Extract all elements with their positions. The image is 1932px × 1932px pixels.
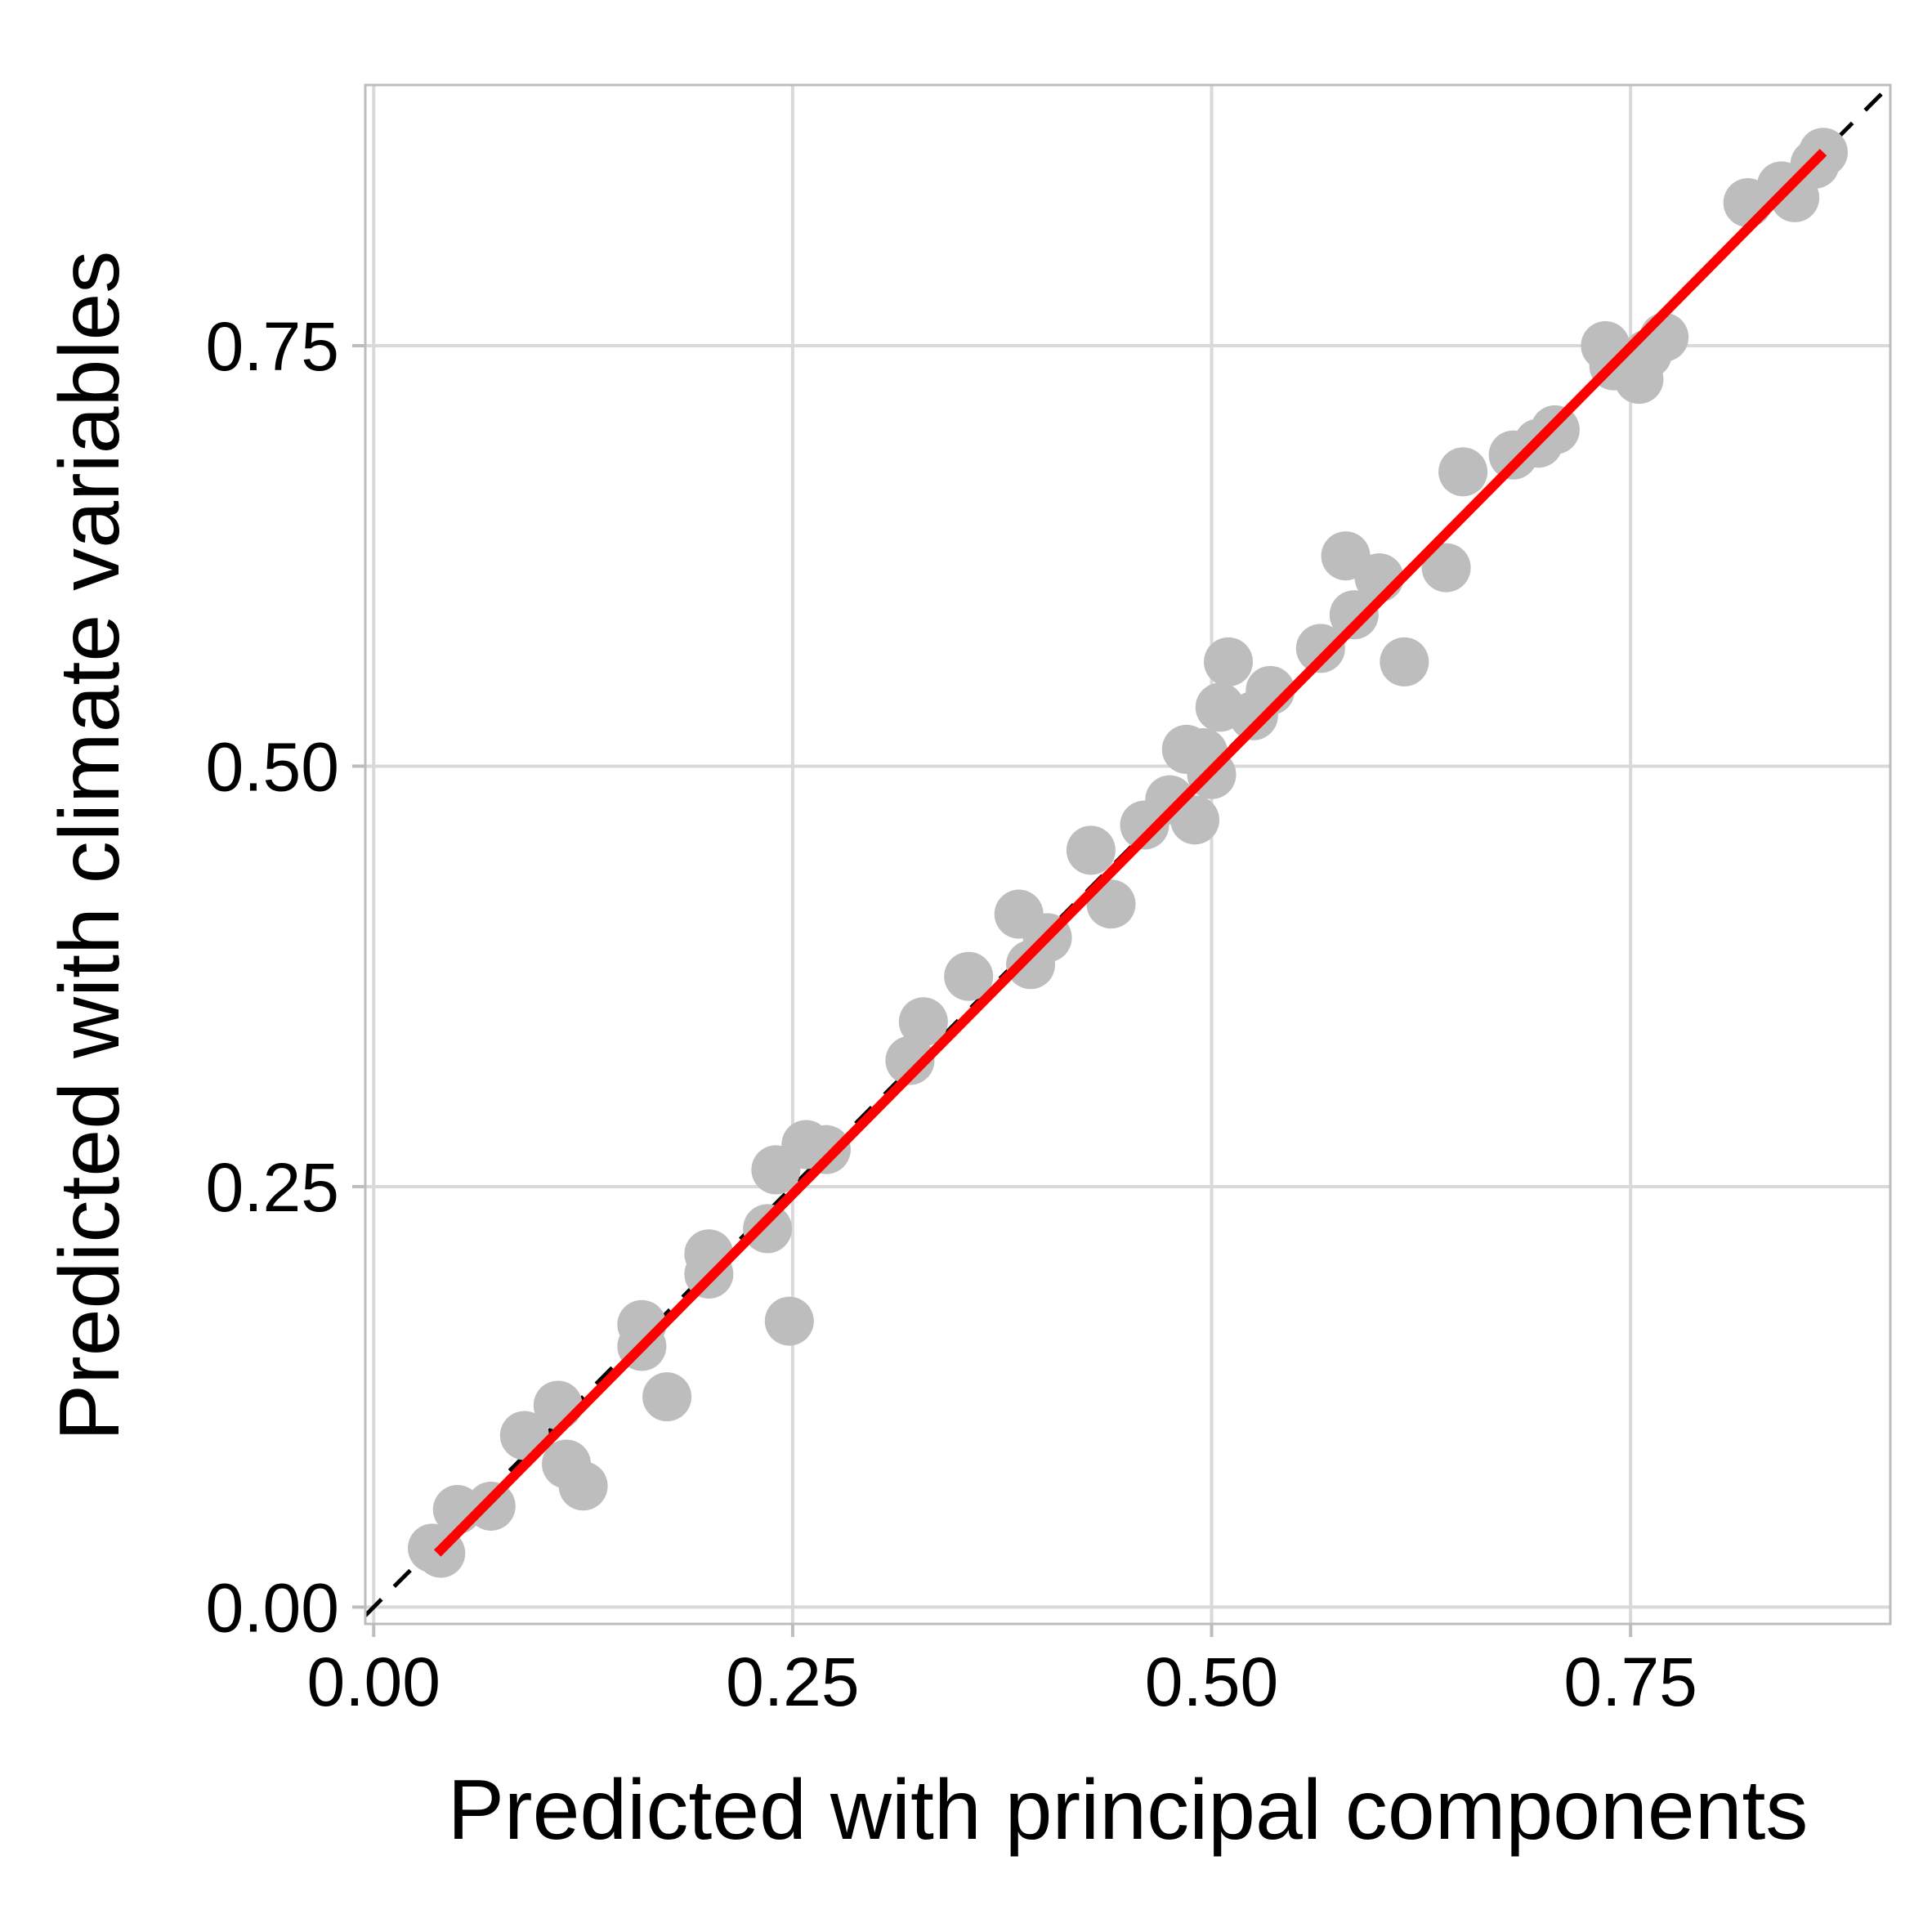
fit-line bbox=[433, 149, 1827, 1557]
y-tick-label: 0.75 bbox=[206, 308, 340, 385]
x-axis-ticks: 0.00 0.25 0.50 0.75 bbox=[307, 1624, 1697, 1720]
y-axis-title: Predicted with climate variables bbox=[42, 251, 137, 1442]
y-tick-label: 0.25 bbox=[206, 1149, 340, 1226]
data-point bbox=[801, 1125, 851, 1174]
data-point bbox=[1204, 637, 1254, 686]
data-point bbox=[764, 1296, 814, 1346]
data-point bbox=[1438, 447, 1488, 497]
data-point bbox=[533, 1380, 583, 1430]
x-axis-title: Predicted with principal components bbox=[448, 1763, 1809, 1858]
data-point bbox=[1086, 879, 1136, 929]
y-tick-label: 0.00 bbox=[206, 1569, 340, 1646]
data-point bbox=[684, 1229, 734, 1279]
data-point bbox=[743, 1204, 793, 1254]
x-tick-label: 0.25 bbox=[726, 1644, 860, 1720]
y-tick-label: 0.50 bbox=[206, 728, 340, 805]
data-point bbox=[944, 951, 994, 1001]
fit-line-layer bbox=[433, 149, 1827, 1557]
x-tick-label: 0.75 bbox=[1563, 1644, 1697, 1720]
data-point bbox=[1329, 590, 1379, 640]
y-axis-ticks: 0.00 0.25 0.50 0.75 bbox=[206, 308, 365, 1646]
data-point bbox=[466, 1481, 516, 1531]
data-point bbox=[1421, 543, 1471, 593]
data-point bbox=[1380, 637, 1429, 686]
data-point bbox=[1295, 624, 1345, 673]
data-point bbox=[1170, 795, 1220, 845]
data-point bbox=[885, 1035, 935, 1085]
data-point bbox=[898, 997, 948, 1047]
data-point bbox=[558, 1461, 608, 1511]
panel-border bbox=[364, 83, 1892, 1626]
data-point bbox=[1066, 825, 1116, 875]
x-tick-label: 0.00 bbox=[307, 1644, 441, 1720]
data-point bbox=[642, 1372, 692, 1422]
x-tick-label: 0.50 bbox=[1145, 1644, 1279, 1720]
